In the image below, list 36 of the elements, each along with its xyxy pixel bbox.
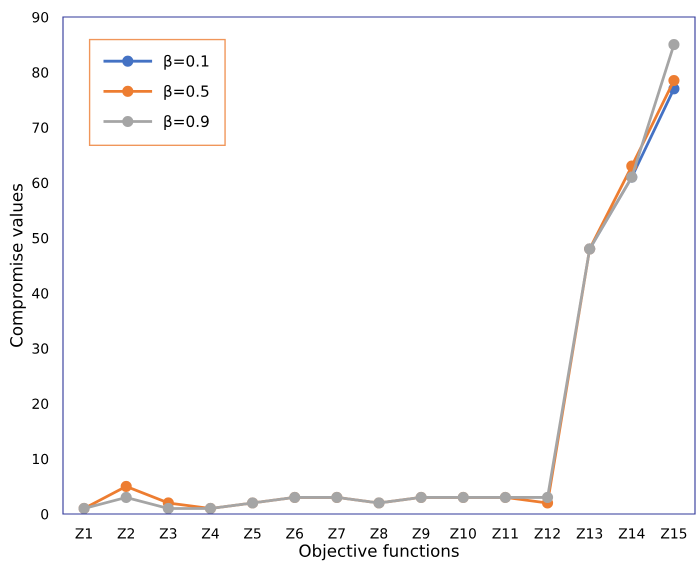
legend-label: β=0.1 <box>164 54 208 70</box>
y-tick-label: 20 <box>32 398 48 410</box>
point <box>668 39 680 50</box>
x-tick-label: Z7 <box>328 528 345 538</box>
x-tick-label: Z13 <box>576 528 602 539</box>
x-tick-label: Z12 <box>534 528 560 538</box>
y-tick-label: 10 <box>32 454 48 464</box>
y-tick-label: 40 <box>32 288 48 299</box>
x-tick-label: Z5 <box>244 528 261 539</box>
y-axis-title: Compromise values <box>10 184 26 347</box>
x-tick-label: Z14 <box>618 528 645 538</box>
point <box>542 492 554 503</box>
point <box>120 480 132 492</box>
x-tick-label: Z6 <box>286 528 304 539</box>
y-tick-label: 80 <box>32 67 48 78</box>
y-tick-label: 30 <box>32 343 48 354</box>
x-tick-label: Z11 <box>492 528 518 538</box>
x-tick-label: Z3 <box>160 528 176 539</box>
legend-label: β=0.5 <box>164 84 208 100</box>
y-tick-label: 70 <box>32 122 48 133</box>
point <box>120 492 132 503</box>
x-tick-label: Z4 <box>202 528 219 538</box>
y-tick-label: 0 <box>41 508 48 520</box>
x-tick-label: Z1 <box>76 528 92 538</box>
x-tick-label: Z10 <box>450 528 476 539</box>
y-tick-label: 90 <box>32 12 48 22</box>
x-axis-title: Objective functions <box>299 544 459 560</box>
y-tick-label: 60 <box>32 178 48 188</box>
x-tick-label: Z2 <box>118 528 134 538</box>
x-tick-label: Z9 <box>412 528 430 539</box>
point <box>162 502 174 514</box>
point <box>668 74 680 86</box>
y-tick-label: 50 <box>32 232 48 244</box>
x-tick-label: Z15 <box>660 528 686 539</box>
x-tick-label: Z8 <box>370 528 388 539</box>
legend-label: β=0.9 <box>164 115 209 130</box>
